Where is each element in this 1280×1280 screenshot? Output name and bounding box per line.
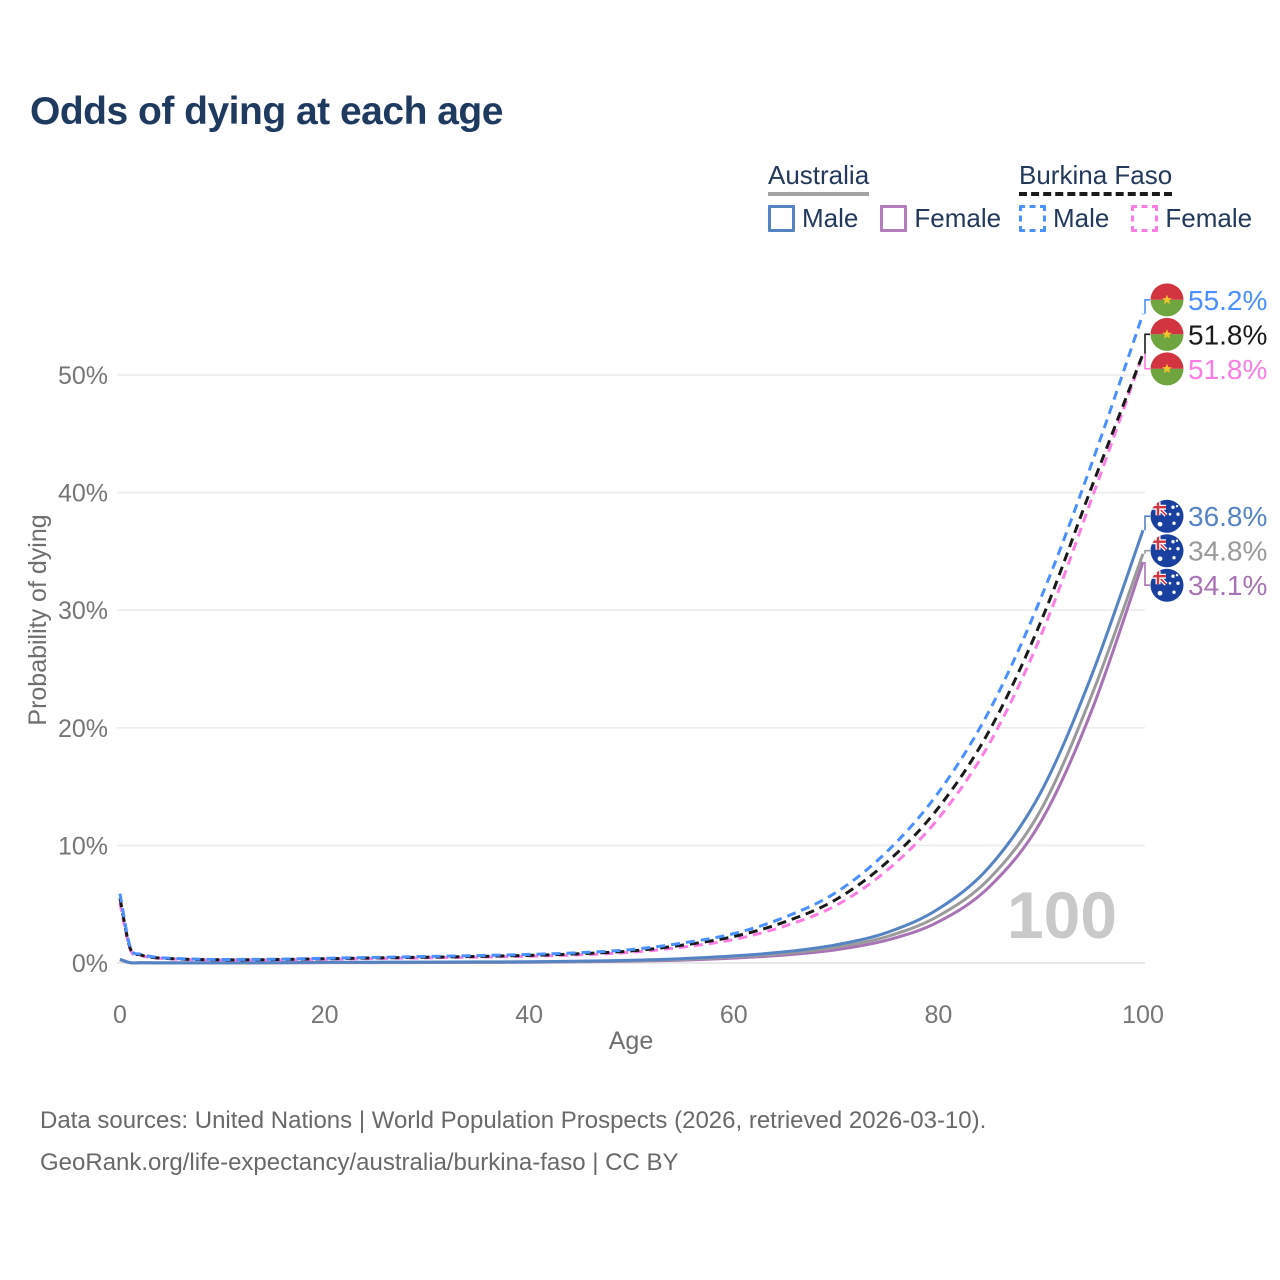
australia-female-swatch-icon [880,205,908,233]
data-sources-text: Data sources: United Nations | World Pop… [40,1107,987,1134]
curve-burkina-faso-male [118,313,1145,962]
curves [118,313,1145,965]
leader-burkina-faso-female [1144,353,1150,370]
end-label-australia-female: 34.1% [1188,570,1267,601]
y-tick-10pct: 10% [58,832,108,860]
page-title: Odds of dying at each age [30,90,503,133]
australia-flag-icon [1150,499,1184,533]
georank-url-text[interactable]: GeoRank.org/life-expectancy/australia/bu… [40,1149,679,1176]
gridlines [117,374,1145,964]
curve-burkina-faso-both-sexes [118,353,1145,962]
legend-label-australia-female: Female [914,203,1002,234]
x-tick-100: 100 [1122,1001,1164,1029]
axis-ticks: 0% 10% 20% 30% 40% 50% 0 20 40 60 80 100 [58,362,1164,1029]
y-tick-40pct: 40% [58,480,108,508]
legend-group-burkina-faso: Burkina Faso Male Female [1019,160,1274,234]
x-tick-80: 80 [924,1001,952,1029]
legend-label-australia-male: Male [802,203,859,234]
x-tick-40: 40 [515,1001,543,1029]
burkina-faso-flag-icon [1150,283,1184,317]
burkina-faso-female-swatch-icon [1131,205,1159,233]
x-axis-label: Age [609,1027,653,1055]
end-label-burkina-faso-female: 51.8% [1188,354,1267,385]
leader-australia-male [1144,515,1150,531]
y-tick-50pct: 50% [58,362,108,390]
y-axis-label: Probability of dying [24,514,52,725]
legend-item-burkina-faso-female[interactable]: Female [1131,203,1274,234]
burkina-faso-flag-icon [1150,317,1184,351]
leader-australia-both-sexes [1144,549,1150,554]
legend-group-australia: Australia Male Female [768,160,1023,234]
australia-male-swatch-icon [768,205,795,233]
legend-item-australia-male[interactable]: Male [768,203,880,234]
end-label-australia-both-sexes: 34.8% [1188,536,1267,567]
leader-burkina-faso-both-sexes [1144,333,1150,354]
y-tick-30pct: 30% [58,597,108,625]
end-annotations: 55.2%51.8%51.8%36.8%34.8%34.1% [1144,283,1267,602]
end-label-australia-male: 36.8% [1188,501,1267,532]
curve-australia-female [119,561,1145,965]
end-label-burkina-faso-male: 55.2% [1188,285,1267,316]
curve-burkina-faso-female [118,353,1145,962]
legend-title-burkina-faso: Burkina Faso [1019,160,1173,197]
leader-burkina-faso-male [1144,298,1150,314]
legend-label-burkina-faso-female: Female [1165,203,1253,234]
curve-australia-both-sexes [119,553,1145,965]
legend-item-burkina-faso-male[interactable]: Male [1019,203,1131,234]
legend-items-australia: Male Female [768,203,1023,234]
y-tick-0pct: 0% [72,950,108,978]
australia-flag-icon [1150,534,1184,568]
burkina-faso-flag-icon [1150,352,1184,386]
x-tick-20: 20 [311,1001,339,1029]
leader-australia-female [1144,562,1150,587]
legend-item-australia-female[interactable]: Female [880,203,1023,234]
y-tick-20pct: 20% [58,715,108,743]
curve-australia-male [119,529,1145,965]
australia-flag-icon [1150,568,1184,602]
x-tick-60: 60 [720,1001,748,1029]
x-tick-0: 0 [113,1001,127,1029]
end-label-burkina-faso-both-sexes: 51.8% [1188,319,1267,350]
legend-label-burkina-faso-male: Male [1053,203,1110,234]
legend-title-australia: Australia [768,160,870,197]
burkina-faso-male-swatch-icon [1019,205,1046,233]
age-watermark: 100 [1007,878,1117,952]
legend-items-burkina-faso: Male Female [1019,203,1274,234]
